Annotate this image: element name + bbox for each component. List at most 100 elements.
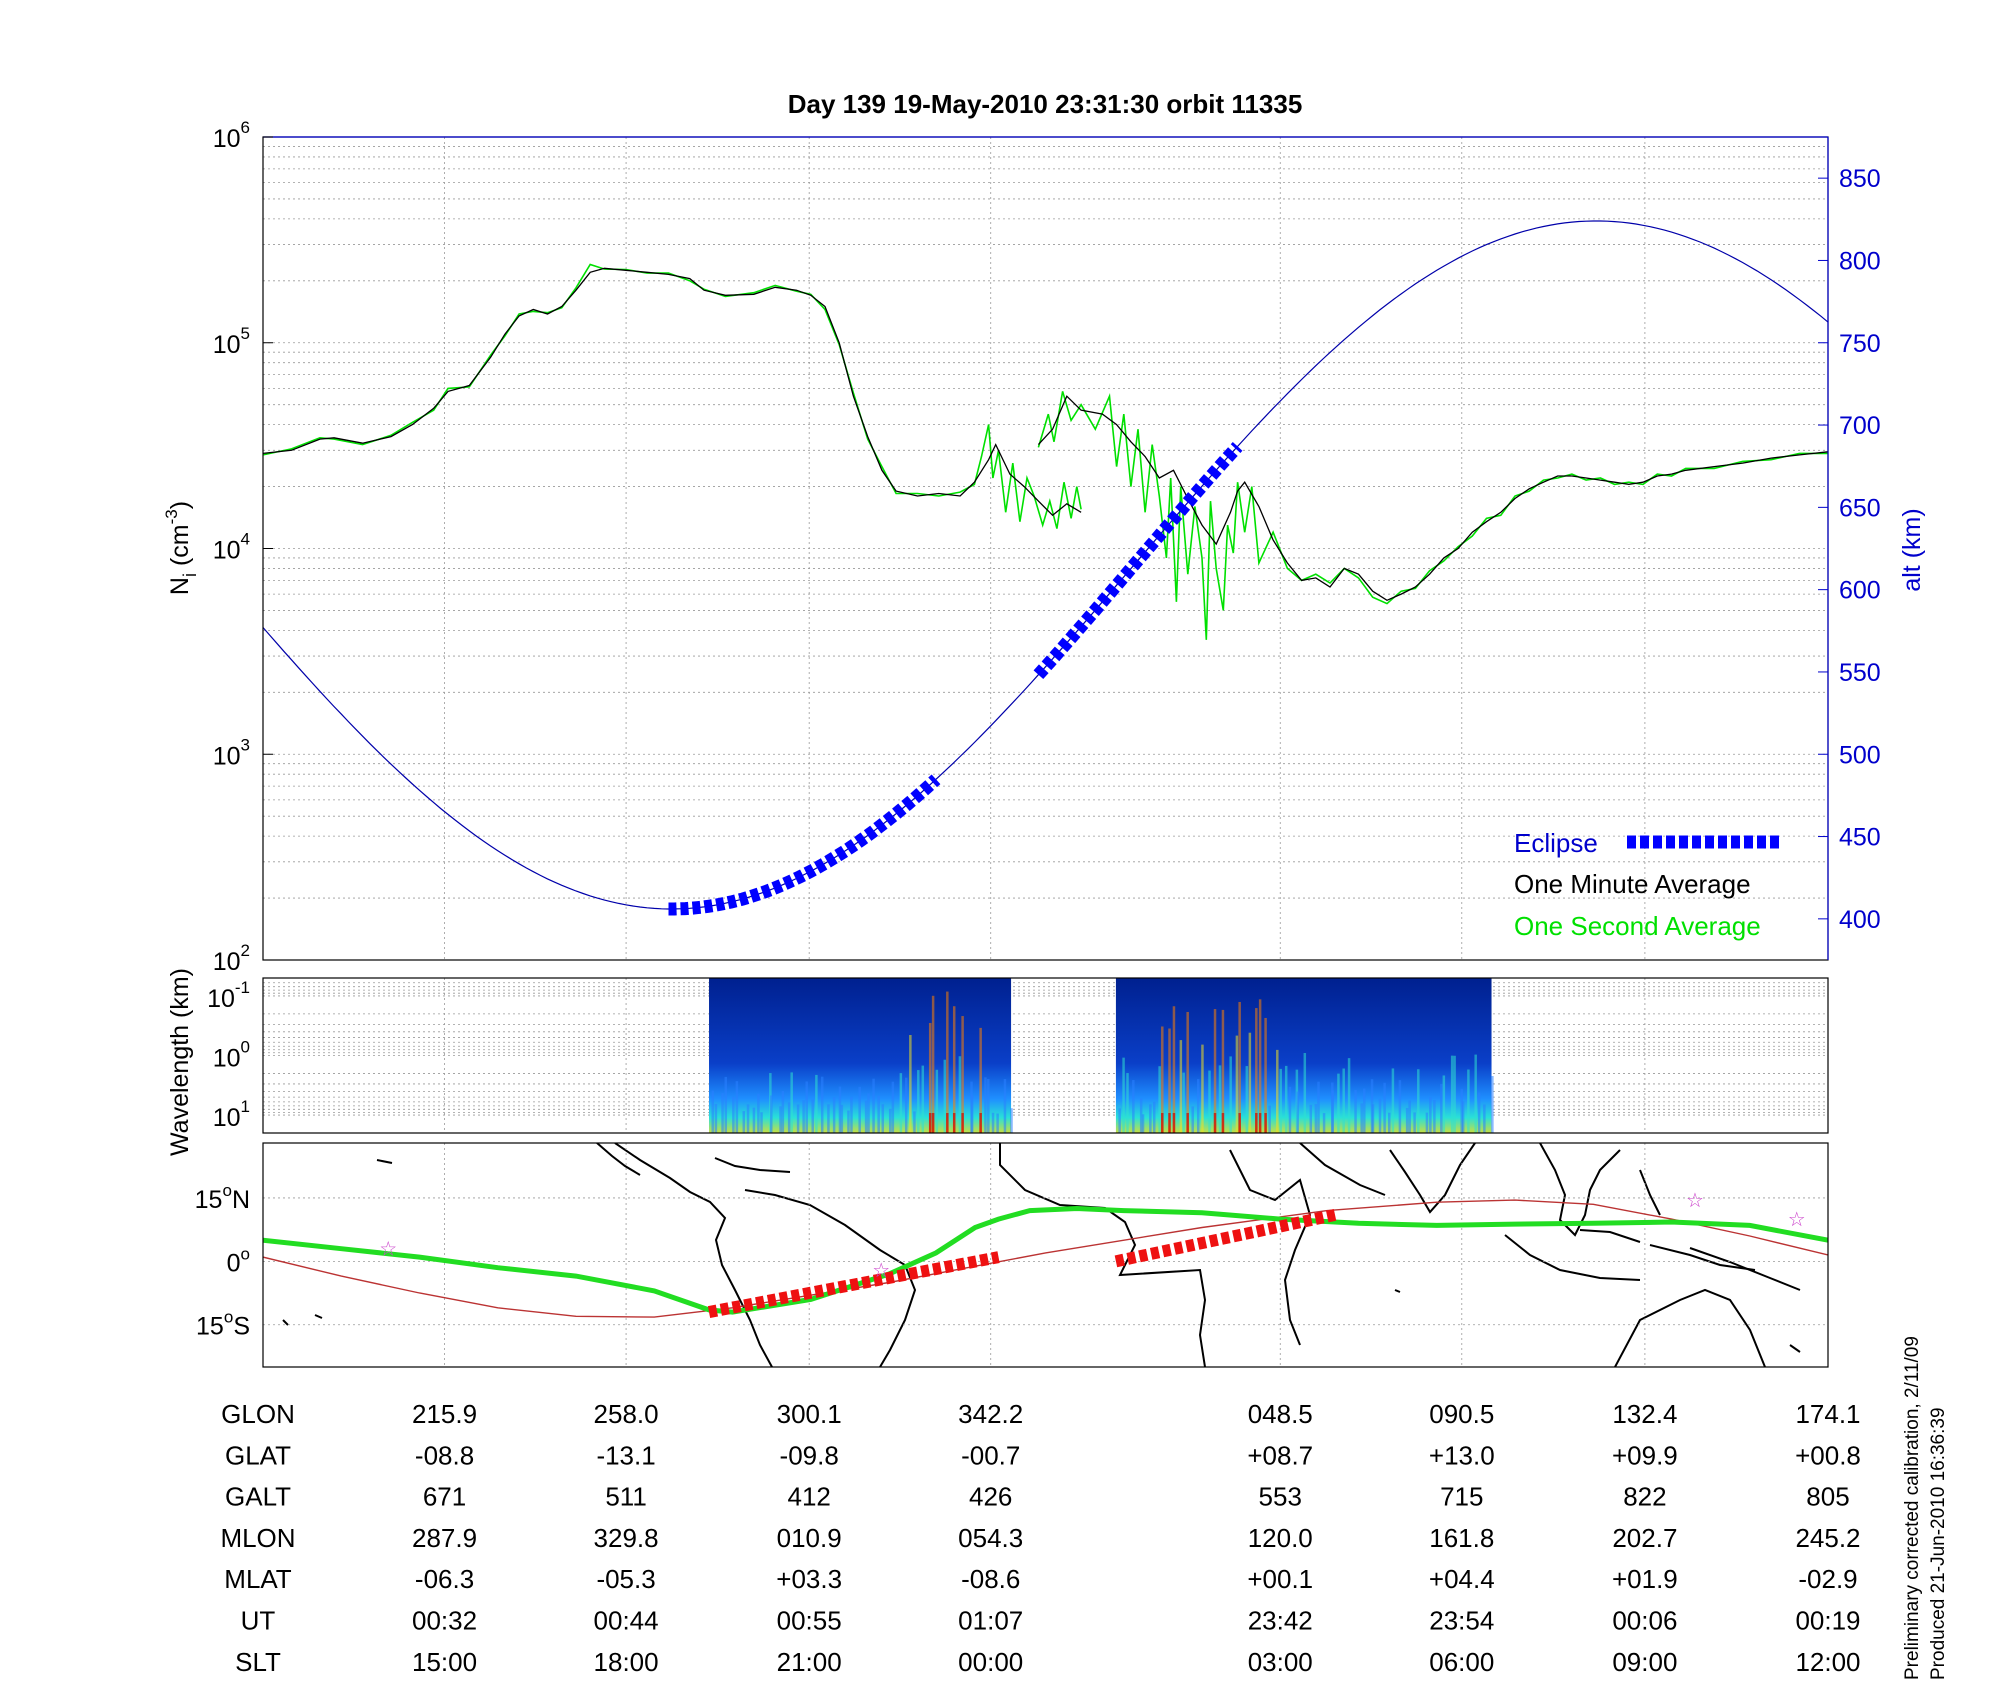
table-cell: 215.9 [412,1399,477,1429]
spectrogram-streak [970,1095,974,1133]
coast-central-america [596,1143,641,1176]
spectrogram-streak [1248,1032,1252,1133]
altitude-line [263,220,1828,910]
table-cell: 054.3 [958,1523,1023,1553]
spectrogram-streak [1337,1073,1340,1133]
spectrogram-streak [1208,1070,1211,1133]
spectrogram-streak [1429,1097,1432,1133]
table-cell: -09.8 [780,1440,839,1470]
spectrogram-streak [742,1111,746,1133]
spectrogram-streak [928,1022,932,1133]
table-cell: 202.7 [1612,1523,1677,1553]
left-tick-label: 104 [213,530,250,565]
spectrogram-frame [262,977,1829,1134]
spectrogram-streak [721,1092,724,1133]
table-cell: +08.7 [1247,1440,1313,1470]
table-cell: -08.6 [961,1564,1020,1594]
spectrogram-streak [1218,1065,1222,1133]
table-cell: 00:06 [1612,1606,1677,1636]
table-cell: 15:00 [412,1647,477,1677]
spectrogram-streak [1442,1075,1446,1133]
spectrogram-streak [850,1096,853,1133]
spectrogram-streak [1453,1055,1456,1133]
footer-produced: Produced 21-Jun-2010 16:36:39 [1928,1407,1949,1680]
table-cell: 00:44 [594,1606,659,1636]
spectrogram-hotspot [961,1113,964,1133]
spectrogram-streak [1288,1086,1292,1133]
spectrogram-streak [987,1078,990,1133]
magnetic-equator-line [263,1199,1828,1318]
spectrogram-hotspot [1168,1113,1171,1133]
table-cell: -06.3 [415,1564,474,1594]
spectrogram-streak [746,1104,750,1133]
spectrogram-streak [913,1111,916,1133]
spectrogram-streak [832,1097,836,1133]
map-tick-label: 15oS [196,1308,250,1341]
left-axis-label: Ni (cm-3) [162,501,200,595]
legend-minute-label: One Minute Average [1514,869,1751,899]
spectrogram-hotspot [1255,1113,1258,1133]
spectrogram-streak [1347,1058,1351,1133]
spectrogram-streak [979,1027,982,1133]
table-cell: 23:54 [1429,1606,1494,1636]
spectrogram-streak [1264,1017,1267,1133]
spectrogram-streak [1139,1098,1143,1133]
spectrogram-streak [1360,1103,1363,1133]
map-tracks: ☆ ☆ ☆ ☆ [263,1190,1828,1318]
star-marker-icon: ☆ [1788,1209,1806,1231]
table-cell: 00:55 [777,1606,842,1636]
spectrogram-streak [935,1069,939,1133]
spectrogram-streak [711,1090,714,1133]
table-cell: 511 [605,1482,646,1512]
eclipse-segment [1033,442,1243,680]
coast-indonesia [1504,1229,1756,1281]
coast-arabia [1299,1143,1386,1196]
table-cell: -05.3 [596,1564,655,1594]
spectrogram-streak [735,1081,739,1133]
legend: Eclipse One Minute Average One Second Av… [1514,828,1780,941]
table-cell: 412 [787,1482,830,1512]
coast-south-america-east [744,1189,917,1367]
ephemeris-table: GLON 215.9 258.0 300.1 342.2 048.5 090.5 132.4 1… [220,1399,1860,1677]
spectrogram-streak [921,1065,925,1133]
left-tick-label: 103 [213,735,250,770]
spectrogram-streak [1296,1091,1299,1133]
spectrogram-hotspot [1172,1113,1176,1133]
spectrogram-streak [891,1081,895,1133]
spectrogram-streak [1196,1079,1200,1133]
map-tick-label: 0o [227,1244,250,1277]
spectrogram-streak [714,1104,718,1133]
right-tick-label: 550 [1839,659,1881,687]
spectrogram-streak [1388,1112,1391,1133]
spectrogram-streak [1179,1040,1183,1133]
table-cell: -13.1 [596,1440,655,1470]
eclipse-segment [668,774,941,916]
table-cell: -08.8 [415,1440,474,1470]
left-tick-label: 102 [213,941,250,976]
spectrogram-streak [1284,1065,1288,1133]
spectrogram-streak [1460,1088,1463,1133]
second-series-line [1037,391,1828,640]
spectrogram-hotspot [1264,1113,1267,1133]
table-cell: 671 [423,1482,466,1512]
table-cell: 300.1 [777,1399,842,1429]
table-row-label: MLON [220,1523,295,1553]
spectrogram-streak [1221,1009,1225,1133]
right-tick-label: 450 [1839,824,1881,852]
spectrogram-streak [1255,1008,1258,1133]
spectrogram-streak [1303,1052,1307,1133]
spectrogram-streak [1398,1080,1402,1133]
spectrogram-streak [1477,1092,1481,1133]
spectrogram-streak [867,1093,870,1133]
spectrogram-hotspot [1161,1113,1164,1133]
table-row-label: GLON [221,1399,295,1429]
spectrogram-streak [1391,1068,1395,1133]
table-cell: 12:00 [1795,1647,1860,1677]
star-marker-icon: ☆ [872,1260,890,1282]
spectrogram-streak [790,1072,793,1133]
spectrogram-streak [838,1086,842,1133]
spectrogram-streak [815,1074,818,1133]
spectrogram-y-ticks: 10-1 100 101 [207,978,250,1132]
spectrogram-streak [909,1035,912,1133]
table-cell: 329.8 [594,1523,659,1553]
